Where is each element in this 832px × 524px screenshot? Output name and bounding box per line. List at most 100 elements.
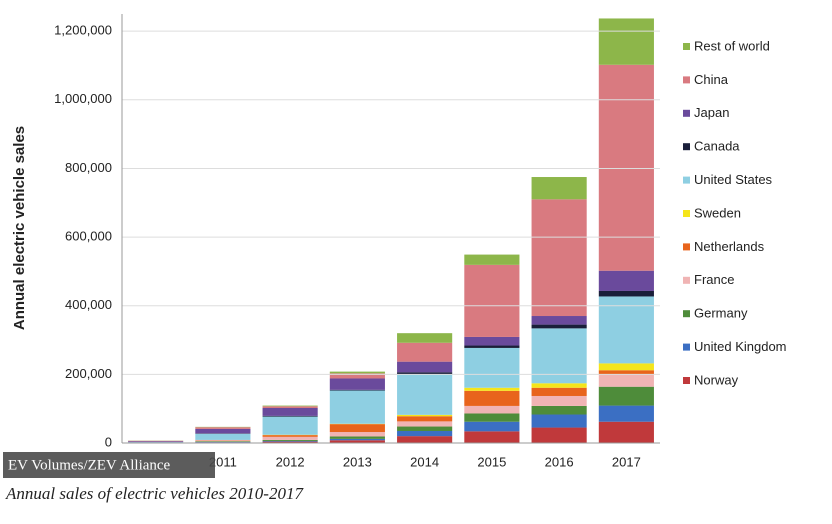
y-tick-label: 400,000	[65, 297, 112, 312]
bar-segment	[464, 405, 520, 414]
legend-swatch	[683, 109, 690, 117]
legend-label: China	[694, 72, 729, 87]
bar-segment	[531, 199, 587, 317]
bar-segment	[464, 264, 520, 337]
legend-swatch	[683, 143, 690, 151]
bar-segment	[195, 441, 251, 442]
legend-label: United States	[694, 172, 773, 187]
bar-segment	[598, 18, 654, 65]
bar-segment	[598, 421, 654, 443]
bar-segment	[598, 290, 654, 297]
bar-segment	[598, 296, 654, 364]
source: EV Volumes/ZEV Alliance	[8, 457, 171, 473]
bar-segment	[262, 440, 318, 442]
bar-segment	[397, 421, 453, 427]
bar-segment	[598, 370, 654, 375]
bar-segment	[329, 438, 385, 441]
legend-label: Sweden	[694, 205, 741, 220]
bar-segment	[329, 373, 385, 379]
bar-segment	[531, 427, 587, 443]
bar-segment	[397, 436, 453, 443]
legend-label: Rest of world	[694, 38, 770, 53]
bar-segment	[195, 433, 251, 440]
x-tick-label: 2013	[343, 454, 372, 469]
bar-segment	[598, 386, 654, 406]
legend-swatch	[683, 210, 690, 217]
x-tick-label: 2015	[477, 454, 506, 469]
bar-segment	[397, 426, 453, 431]
bar-segment	[397, 430, 453, 437]
caption: Annual sales of electric vehicles 2010-2…	[5, 484, 304, 503]
bar-segment	[598, 363, 654, 371]
legend-label: United Kingdom	[694, 339, 787, 354]
bar-segment	[397, 414, 453, 417]
bar-segment	[195, 440, 251, 442]
bar-segment	[329, 424, 385, 433]
y-axis-title: Annual electric vehicle sales	[11, 126, 28, 330]
bar-segment	[464, 413, 520, 422]
x-tick-label: 2017	[612, 454, 641, 469]
legend-label: Norway	[694, 372, 739, 387]
bar-segment	[329, 371, 385, 374]
legend-swatch	[683, 276, 690, 284]
legend-label: France	[694, 272, 734, 287]
bar-segment	[598, 374, 654, 387]
bar-segment	[262, 436, 318, 440]
bar-segment	[397, 342, 453, 362]
bar-segment	[464, 431, 520, 443]
bar-segment	[464, 345, 520, 348]
bar-segment	[397, 333, 453, 343]
bar-segment	[329, 390, 385, 424]
bar-segment	[598, 405, 654, 422]
bar-segment	[195, 427, 251, 429]
legend-swatch	[683, 343, 690, 351]
bar-segment	[598, 64, 654, 271]
bar-segment	[262, 407, 318, 416]
bar-segment	[531, 387, 587, 396]
bar-segment	[464, 347, 520, 388]
legend-swatch	[683, 176, 690, 184]
bar-segment	[262, 415, 318, 417]
legend-swatch	[683, 243, 690, 251]
bar-segment	[262, 441, 318, 443]
legend-label: Germany	[694, 306, 748, 321]
bar-segment	[464, 336, 520, 346]
bar-segment	[195, 428, 251, 434]
y-tick-label: 1,000,000	[54, 91, 112, 106]
bar-segment	[262, 439, 318, 441]
bar-segment	[397, 372, 453, 375]
bar-segment	[128, 441, 184, 443]
x-tick-label: 2012	[276, 454, 305, 469]
bar-segment	[464, 390, 520, 406]
bar-segment	[329, 440, 385, 443]
source-box	[3, 452, 215, 478]
bar-segment	[262, 416, 318, 435]
bar-segment	[397, 416, 453, 422]
y-tick-label: 800,000	[65, 160, 112, 175]
bar-segment	[329, 389, 385, 391]
bar-segment	[464, 254, 520, 265]
legend-swatch	[683, 377, 690, 384]
bar-segment	[464, 421, 520, 432]
bar-segment	[329, 378, 385, 390]
bar-segment	[262, 435, 318, 437]
legend-label: Netherlands	[694, 239, 765, 254]
legend-swatch	[683, 76, 690, 84]
bar-segment	[531, 414, 587, 428]
bar-segment	[128, 440, 184, 442]
bar-segment	[397, 361, 453, 373]
bar-segment	[262, 406, 318, 408]
bar-segment	[598, 270, 654, 291]
bar-segment	[531, 316, 587, 325]
y-tick-label: 0	[105, 434, 112, 449]
bar-segment	[531, 383, 587, 388]
y-tick-label: 600,000	[65, 229, 112, 244]
bar-segment	[531, 177, 587, 200]
bar-segment	[397, 374, 453, 415]
legend-swatch	[683, 43, 690, 50]
bar-segment	[531, 395, 587, 406]
x-tick-label: 2014	[410, 454, 439, 469]
bar-segment	[531, 324, 587, 329]
